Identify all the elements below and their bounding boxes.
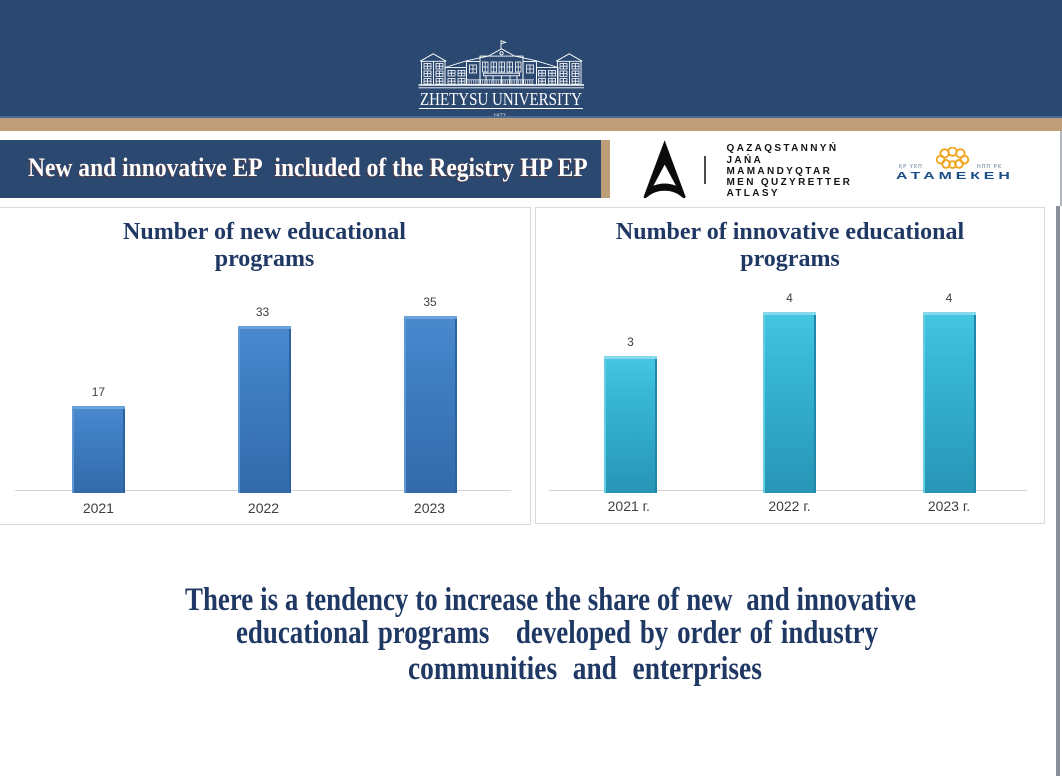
svg-text:ZHETYSU UNIVERSITY: ZHETYSU UNIVERSITY (420, 89, 582, 109)
